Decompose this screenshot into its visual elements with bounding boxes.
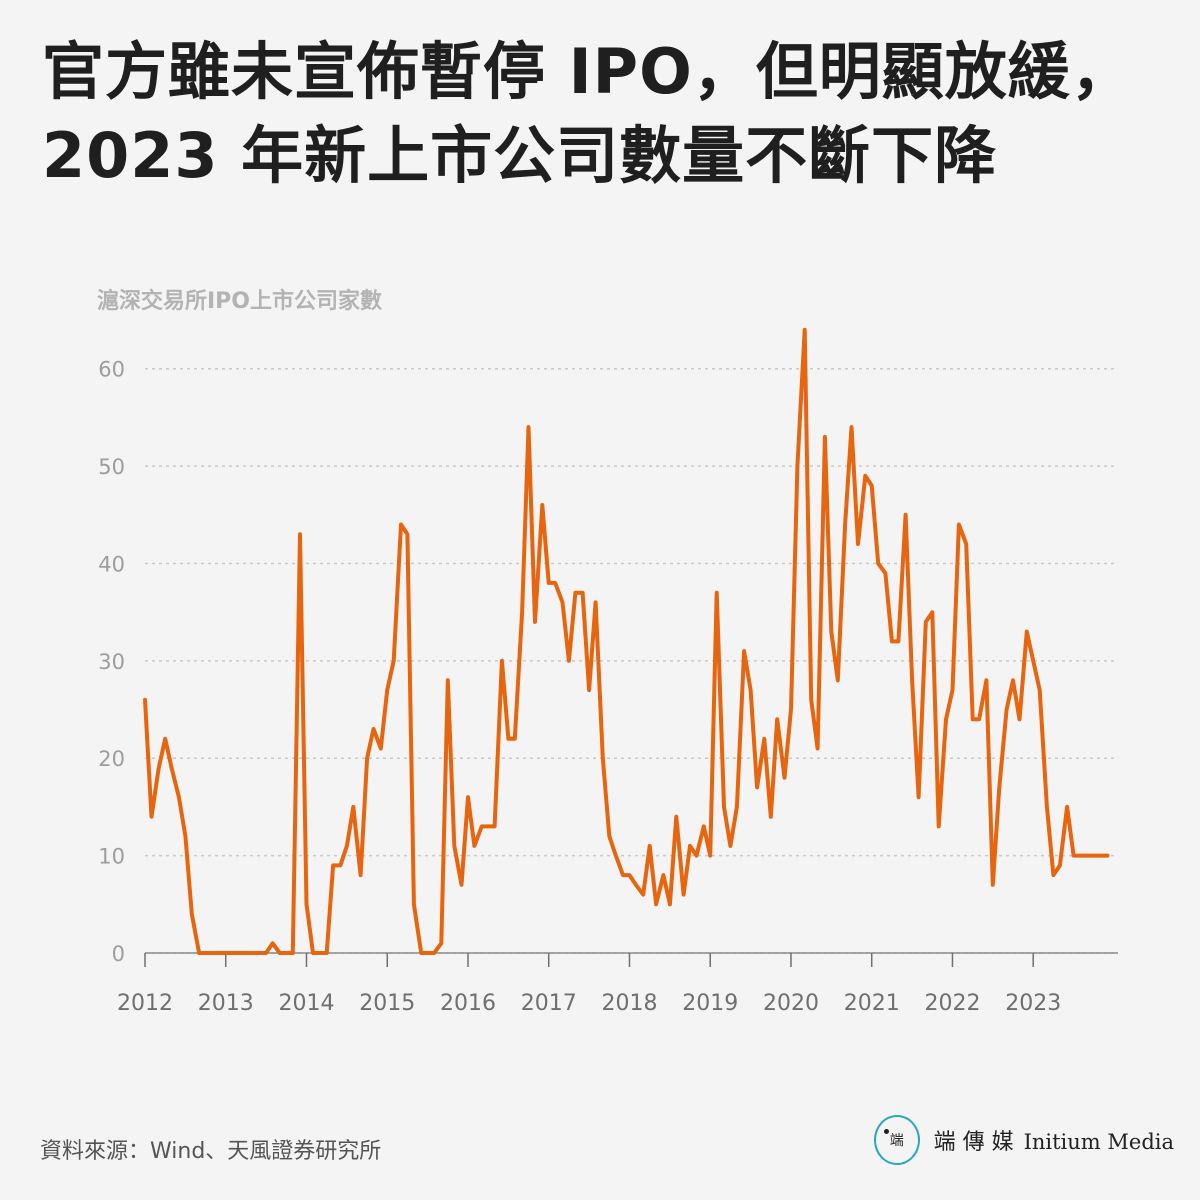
logo-mark-icon: 端 (874, 1115, 920, 1165)
x-tick-2013: 2013 (198, 991, 254, 1016)
x-tick-2018: 2018 (601, 991, 657, 1016)
y-tick-60: 60 (98, 358, 125, 382)
x-tick-2022: 2022 (924, 991, 980, 1016)
x-tick-2014: 2014 (278, 991, 334, 1016)
title-line-2: 2023 年新上市公司數量不斷下降 (42, 119, 998, 192)
y-tick-30: 30 (98, 650, 125, 674)
logo-mark-text: 端 (889, 1133, 904, 1149)
x-tick-2015: 2015 (359, 991, 415, 1016)
data-source: 資料來源：Wind、天風證券研究所 (40, 1139, 382, 1164)
y-tick-labels: 0 10 20 30 40 50 60 (98, 358, 125, 966)
title-line-1: 官方雖未宣佈暫停 IPO，但明顯放緩， (42, 35, 1134, 108)
logo-wordmark: 端 傳 媒 Initium Media (934, 1124, 1174, 1156)
y-tick-50: 50 (98, 455, 125, 479)
y-tick-0: 0 (112, 942, 125, 966)
y-tick-10: 10 (98, 845, 125, 869)
x-tick-2016: 2016 (440, 991, 496, 1016)
x-tick-2021: 2021 (844, 991, 900, 1016)
series-line-0 (143, 327, 1110, 955)
series-group (143, 327, 1110, 955)
x-tick-2023: 2023 (1005, 991, 1061, 1016)
x-tick-2020: 2020 (763, 991, 819, 1016)
logo-chinese: 端 傳 媒 (933, 1130, 1014, 1155)
logo-english: Initium Media (1023, 1130, 1174, 1154)
y-tick-20: 20 (98, 747, 125, 771)
chart-title: 官方雖未宣佈暫停 IPO，但明顯放緩， 2023 年新上市公司數量不斷下降 (42, 30, 1172, 198)
initium-logo: 端 端 傳 媒 Initium Media (874, 1113, 1174, 1167)
y-tick-40: 40 (98, 552, 125, 576)
x-tick-2019: 2019 (682, 991, 738, 1016)
x-tick-2017: 2017 (521, 991, 577, 1016)
x-axis: 2012 2013 2014 2015 2016 2017 2018 2019 2020 2021… (117, 952, 1118, 1016)
x-tick-2012: 2012 (117, 991, 173, 1016)
y-axis-label: 滬深交易所IPO上市公司家數 (97, 289, 383, 314)
